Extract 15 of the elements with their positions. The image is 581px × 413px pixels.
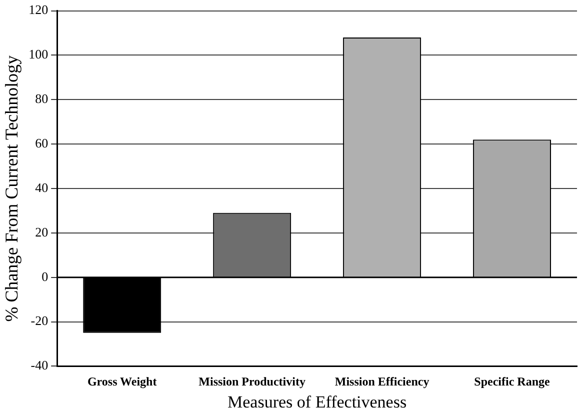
y-axis-title: % Change From Current Technology [2,55,22,322]
y-tick-label: 0 [42,268,48,284]
y-tick-label: -40 [30,358,48,373]
x-tick-label: Mission Efficiency [334,374,430,388]
y-tick-label: 60 [35,135,48,150]
y-tick-label: 80 [35,91,48,106]
x-tick-label: Mission Productivity [198,374,306,388]
x-tick-label: Specific Range [474,374,551,388]
y-tick-label: -20 [30,313,48,328]
y-tick-label: 120 [28,2,48,18]
y-tick-label: 20 [35,224,48,240]
y-tick-label: 40 [35,180,48,195]
y-tick-label: 100 [28,46,48,62]
x-axis-title: Measures of Effectiveness [228,392,407,412]
x-tick-label: Gross Weight [87,374,157,388]
